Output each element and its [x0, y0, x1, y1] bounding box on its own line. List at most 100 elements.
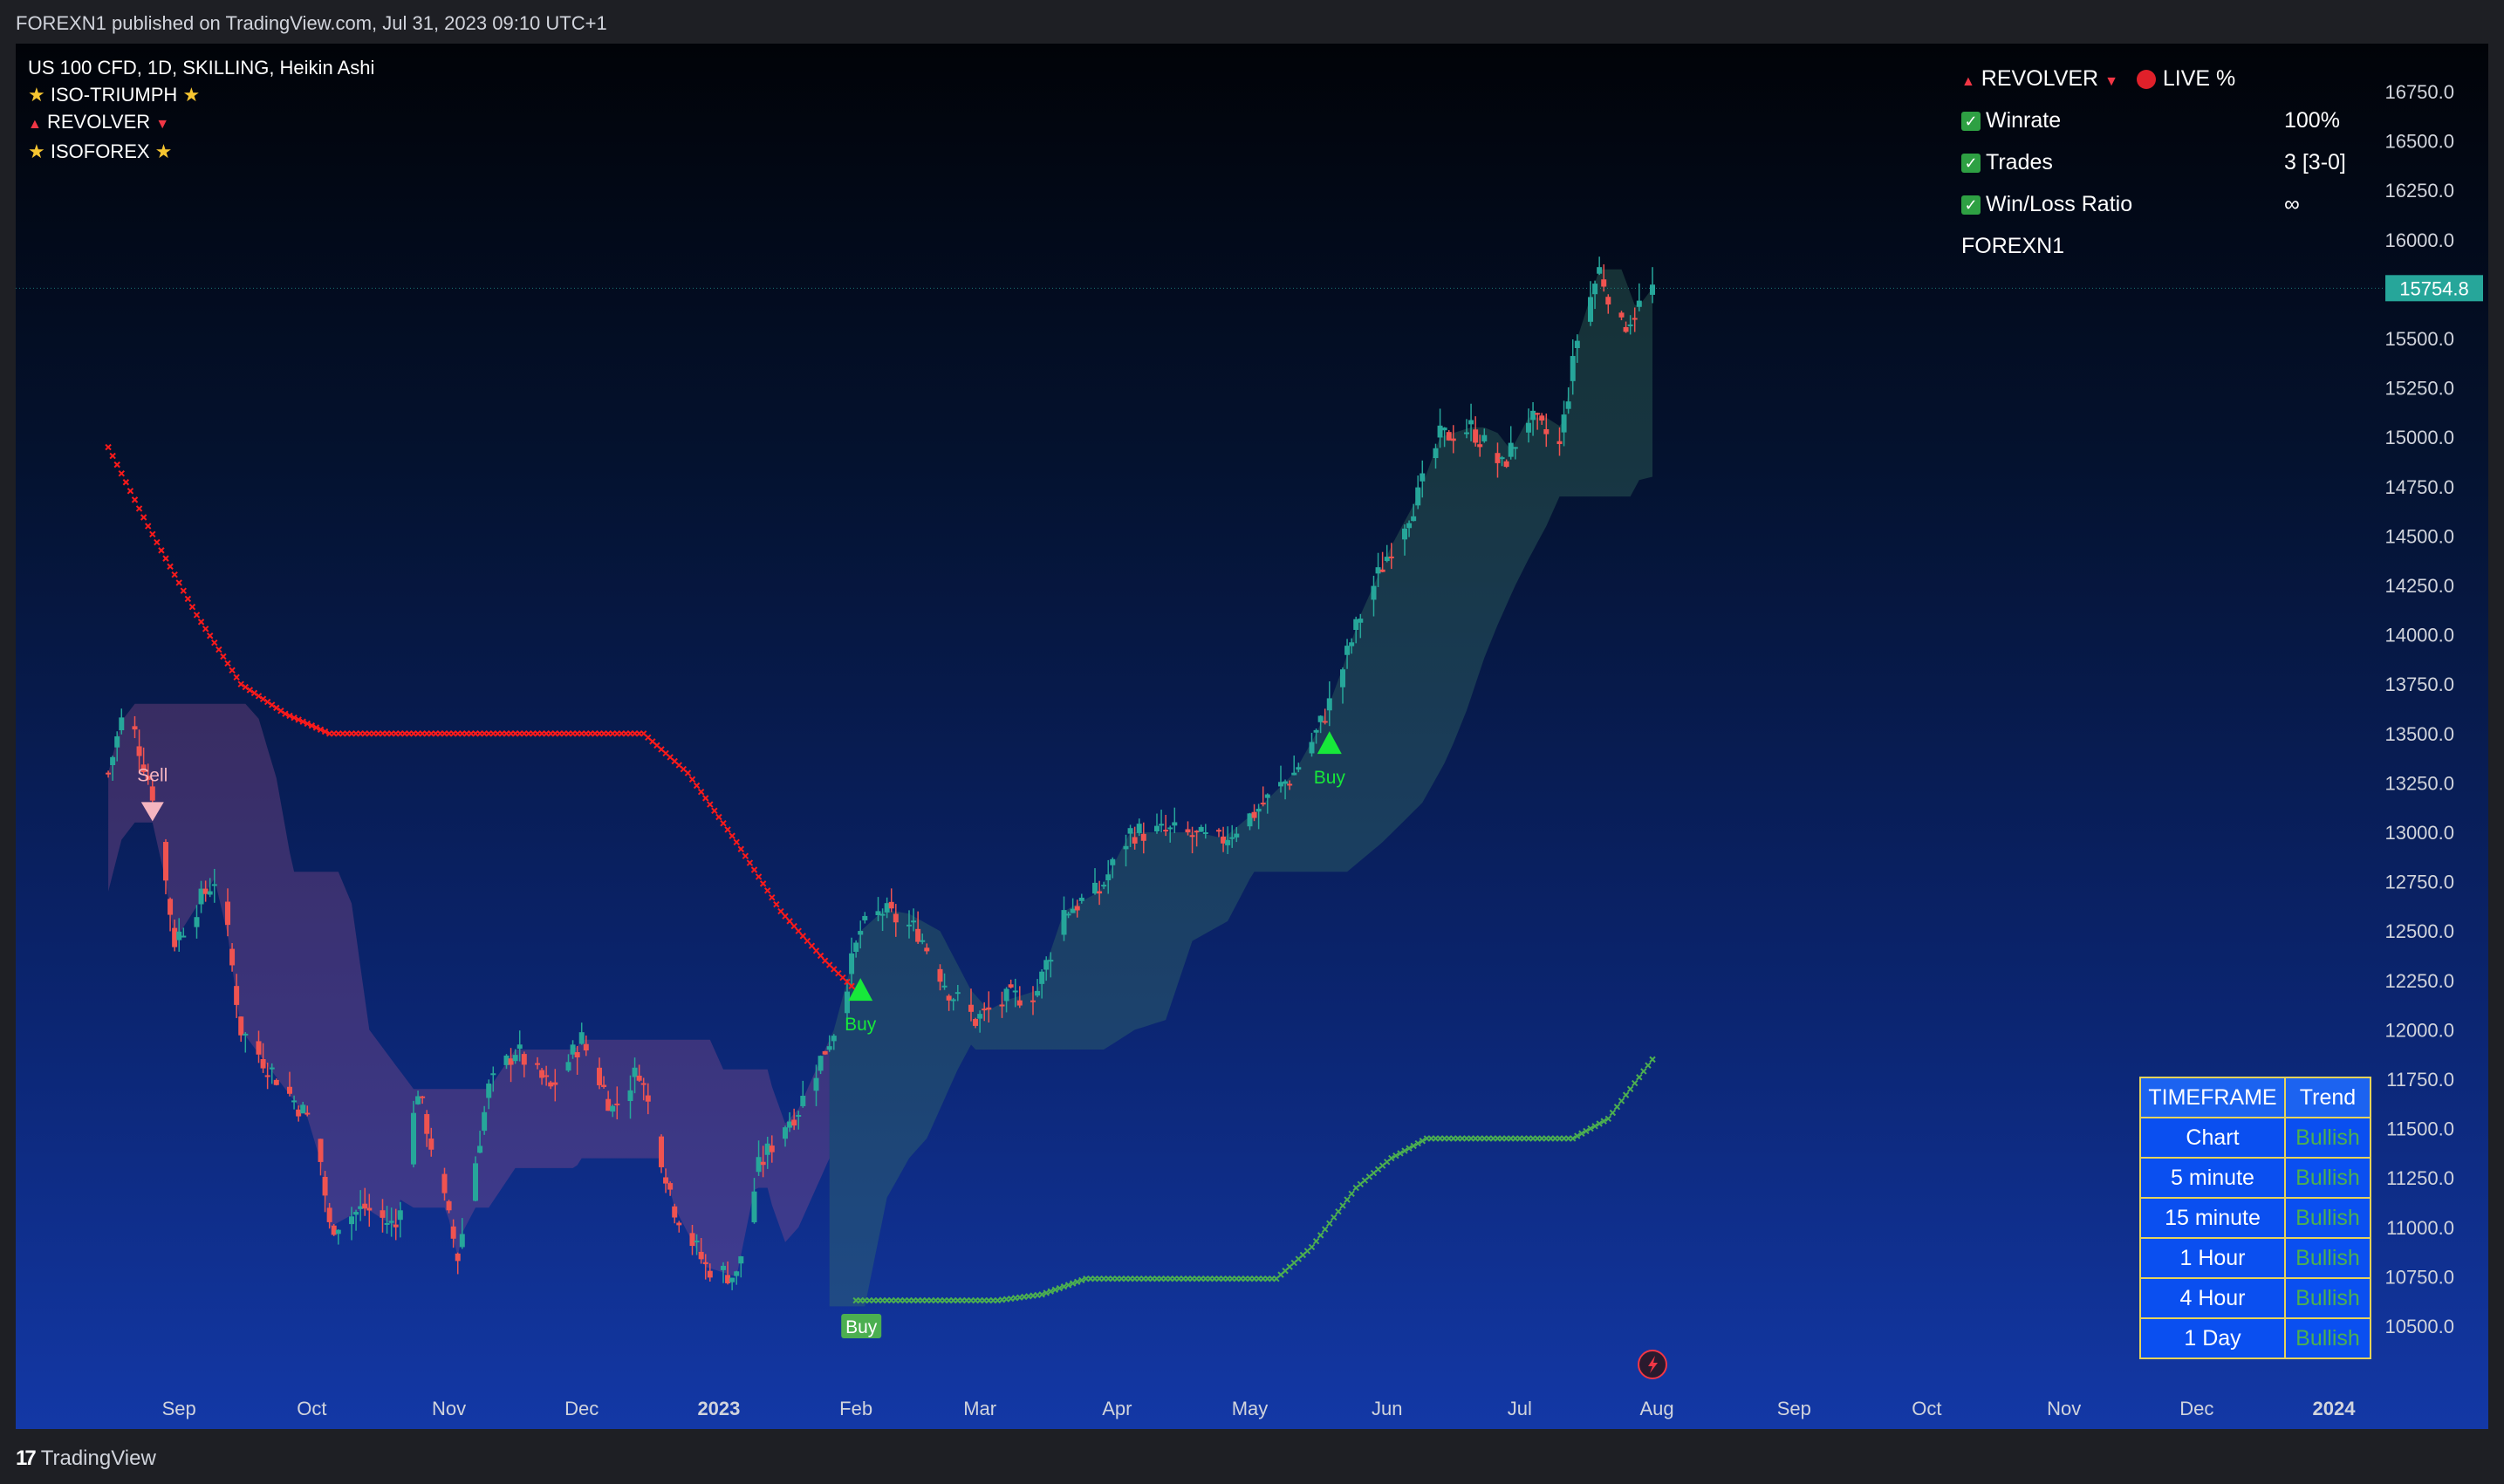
candle-body — [168, 899, 174, 915]
candle-body — [627, 1090, 633, 1102]
candle-body — [1561, 414, 1567, 433]
candle-body — [229, 948, 236, 966]
candle-body — [1526, 422, 1531, 433]
legend-indicator-1[interactable]: ★ ISO-TRIUMPH ★ — [28, 81, 374, 108]
y-tick-label: 12750.0 — [2384, 872, 2454, 893]
candle-body — [1167, 827, 1173, 830]
resistance-line-mark — [759, 880, 767, 887]
candle-body — [632, 1067, 638, 1077]
candle-body — [1092, 882, 1098, 894]
tradingview-logo-icon: 17 — [16, 1446, 37, 1470]
candle-body — [1287, 783, 1293, 786]
candle-body — [1543, 428, 1550, 434]
candle-body — [114, 736, 120, 748]
candle-body — [614, 1103, 620, 1105]
candle-body — [119, 717, 125, 731]
x-tick-label: Nov — [432, 1398, 466, 1419]
support-line-mark — [1596, 1120, 1603, 1127]
support-line-mark — [1043, 1289, 1050, 1296]
resistance-line-mark — [269, 701, 276, 708]
y-tick-label: 15500.0 — [2384, 328, 2454, 350]
legend-symbol[interactable]: US 100 CFD, 1D, SKILLING, Heikin Ashi — [28, 57, 375, 79]
candle-body — [941, 985, 948, 988]
candle-body — [845, 991, 850, 1014]
triangle-up-icon: ▲ — [28, 117, 42, 132]
candle-body — [415, 1096, 421, 1104]
support-line-mark — [1397, 1150, 1404, 1157]
x-tick-label: Jun — [1372, 1398, 1402, 1419]
candle-body — [1194, 831, 1200, 833]
chart-area[interactable]: 16750.016500.016250.016000.015750.015500… — [16, 44, 2488, 1429]
legend-indicator-2[interactable]: ▲ REVOLVER ▼ — [28, 108, 374, 138]
candle-body — [1535, 413, 1541, 415]
x-tick-label: Sep — [162, 1398, 196, 1419]
candle-body — [366, 1207, 373, 1211]
candle-body — [1097, 891, 1103, 894]
candle-body — [1070, 908, 1076, 913]
candle-body — [455, 1253, 461, 1262]
triangle-up-icon: ▲ — [1961, 74, 1975, 89]
candle-body — [954, 992, 961, 995]
candle-body — [1601, 279, 1607, 287]
candle-body — [663, 1177, 669, 1184]
candle-body — [163, 842, 168, 881]
candle-body — [512, 1055, 518, 1062]
resistance-line-mark — [711, 807, 718, 815]
candle-body — [698, 1251, 704, 1260]
resistance-line-mark — [135, 505, 143, 512]
candle-body — [888, 901, 894, 909]
support-line-mark — [1649, 1056, 1656, 1063]
resistance-line-mark — [282, 710, 289, 717]
resistance-line-mark — [715, 813, 722, 821]
support-line-mark — [1583, 1127, 1590, 1135]
support-line-mark — [1060, 1283, 1068, 1290]
candle-body — [296, 1109, 302, 1117]
candle-body — [225, 901, 230, 926]
candle-body — [441, 1173, 448, 1193]
price-chart[interactable]: 16750.016500.016250.016000.015750.015500… — [16, 44, 2488, 1429]
candle-body — [1003, 988, 1009, 1002]
support-line-mark — [1401, 1147, 1408, 1154]
candle-body — [583, 1043, 589, 1051]
candle-body — [570, 1044, 576, 1055]
check-icon: ✓ — [1961, 112, 1981, 132]
resistance-line-mark — [764, 887, 771, 894]
candle-body — [1597, 267, 1603, 274]
support-line-mark — [1410, 1142, 1417, 1150]
candle-body — [1202, 832, 1208, 835]
table-cell-trend: Bullish — [2284, 1157, 2371, 1199]
candle-body — [721, 1265, 726, 1270]
y-tick-label: 14000.0 — [2384, 625, 2454, 646]
support-line-mark — [1622, 1091, 1630, 1098]
candle-body — [565, 1062, 571, 1071]
candle-body — [1136, 824, 1142, 833]
candle-body — [738, 1256, 744, 1264]
resistance-line-mark — [795, 927, 802, 934]
candle-body — [605, 1098, 612, 1111]
table-row: 1 Hour Bullish — [2139, 1237, 2371, 1279]
table-cell-trend: Bullish — [2284, 1317, 2371, 1359]
resistance-line-mark — [312, 724, 320, 731]
resistance-line-mark — [122, 479, 130, 486]
candle-body — [1185, 829, 1191, 833]
candle-body — [725, 1275, 731, 1283]
candle-body — [1384, 557, 1390, 562]
resistance-line-mark — [724, 826, 731, 833]
y-tick-label: 12000.0 — [2384, 1019, 2454, 1041]
header-bar: FOREXN1 published on TradingView.com, Ju… — [0, 0, 2504, 44]
candle-body — [1473, 429, 1479, 443]
candle-body — [858, 931, 864, 935]
candle-body — [1446, 432, 1452, 441]
candle-body — [1322, 721, 1328, 723]
legend-indicator-3[interactable]: ★ ISOFOREX ★ — [28, 138, 374, 165]
candle-body — [950, 999, 956, 1002]
x-tick-label: May — [1232, 1398, 1269, 1419]
y-tick-label: 14250.0 — [2384, 575, 2454, 597]
candle-body — [911, 920, 917, 923]
support-line-mark — [1574, 1132, 1581, 1139]
tradingview-logo[interactable]: 17 TradingView — [16, 1446, 156, 1471]
candle-body — [1512, 447, 1518, 449]
candle-body — [826, 1046, 832, 1050]
candle-body — [521, 1054, 527, 1065]
candle-body — [331, 1225, 337, 1235]
